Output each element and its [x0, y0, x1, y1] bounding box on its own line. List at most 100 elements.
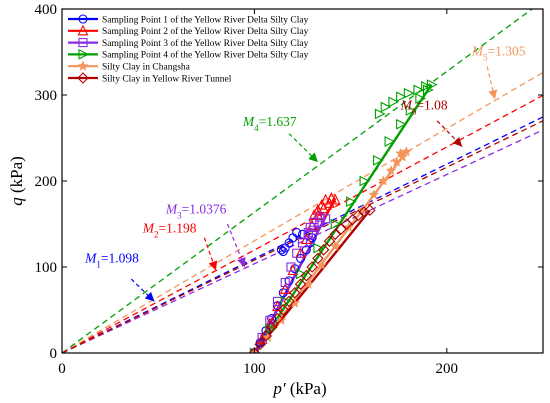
- data-point: [421, 81, 432, 92]
- data-point: [296, 268, 307, 280]
- data-point: [265, 321, 278, 333]
- data-point: [280, 277, 290, 288]
- data-point: [329, 193, 341, 205]
- data-point: [380, 101, 392, 113]
- data-point: [315, 212, 325, 222]
- csl-line: [62, 71, 543, 353]
- annotation-arrow-head: [308, 152, 318, 163]
- data-point: [286, 262, 296, 272]
- csl-line: [62, 94, 543, 353]
- x-axis-label: p′ (kPa): [272, 379, 326, 398]
- data-point: [388, 96, 400, 108]
- annotation-arrow-line: [486, 66, 496, 100]
- data-point: [415, 93, 427, 104]
- slope-annotation-label: M1=1.098: [84, 251, 139, 270]
- data-point: [312, 204, 324, 215]
- legend-marker: [77, 24, 89, 36]
- annotation-arrow-head: [208, 260, 218, 271]
- annotation-arrow-line: [130, 278, 155, 302]
- data-point: [305, 222, 315, 232]
- data-point: [358, 206, 370, 218]
- data-point: [396, 91, 407, 103]
- data-point: [271, 312, 284, 325]
- data-point: [272, 300, 283, 312]
- data-point: [400, 146, 412, 157]
- legend-entry-label: Sampling Point 1 of the Yellow River Del…: [102, 14, 309, 25]
- data-point: [335, 223, 347, 235]
- csl-line: [62, 120, 543, 353]
- slope-annotation-label: M2=1.198: [142, 221, 197, 240]
- slope-annotation-label: M3=1.0376: [165, 202, 227, 221]
- data-point: [329, 228, 341, 241]
- data-point: [413, 84, 425, 96]
- data-point: [297, 238, 308, 248]
- x-tick-label: 0: [58, 361, 66, 377]
- data-point: [368, 189, 380, 200]
- data-point: [377, 175, 389, 186]
- data-point: [283, 295, 295, 308]
- data-point: [403, 87, 415, 99]
- data-point: [316, 198, 328, 210]
- data-point: [306, 261, 318, 273]
- data-points: [248, 79, 438, 353]
- legend-entry-label: Silty Clay in Yellow River Tunnel: [102, 74, 232, 84]
- data-point: [364, 204, 376, 217]
- data-point: [346, 196, 357, 208]
- data-point: [323, 235, 336, 247]
- data-point: [303, 228, 313, 238]
- legend-entry-label: Sampling Point 3 of the Yellow River Del…: [102, 38, 309, 49]
- data-point: [330, 218, 342, 230]
- annotation-arrow-head: [237, 256, 246, 267]
- data-point: [395, 147, 407, 159]
- annotation-arrow-head: [144, 291, 155, 302]
- y-tick-label: 300: [35, 88, 58, 104]
- data-point: [374, 108, 386, 120]
- y-tick-label: 400: [35, 2, 58, 18]
- data-point: [294, 278, 307, 290]
- data-point: [405, 105, 417, 116]
- data-point: [260, 330, 272, 342]
- legend-entry-label: Sampling Point 4 of the Yellow River Del…: [102, 50, 309, 61]
- data-point: [385, 165, 397, 176]
- annotation-arrow-head: [452, 137, 463, 147]
- slope-annotation-label: M4=1.637: [242, 114, 297, 133]
- slope-annotation-label: M6=1.08: [400, 98, 448, 117]
- legend-marker: [77, 60, 89, 71]
- y-axis-label: q (kPa): [7, 156, 26, 206]
- legend-entry-label: Silty Clay in Changsha: [102, 63, 191, 73]
- stress-path-fit-line: [253, 84, 433, 353]
- annotation-arrow-head: [488, 89, 498, 100]
- data-point: [359, 175, 371, 187]
- y-tick-label: 0: [50, 346, 58, 362]
- data-point: [248, 347, 261, 353]
- data-point: [372, 154, 384, 166]
- data-point: [317, 244, 330, 256]
- y-tick-label: 200: [35, 174, 58, 190]
- legend-entry-label: Sampling Point 2 of the Yellow River Del…: [102, 26, 309, 37]
- slope-annotation-label: M5=1.305: [471, 43, 526, 62]
- data-point: [312, 252, 324, 265]
- legend: Sampling Point 1 of the Yellow River Del…: [68, 14, 309, 84]
- data-point: [300, 269, 313, 282]
- axis-ticks: 0 100 200 0 100 200 300 400: [35, 2, 543, 377]
- data-point: [276, 245, 286, 255]
- legend-marker: [78, 38, 88, 48]
- data-point: [384, 136, 396, 147]
- x-tick-label: 100: [243, 361, 266, 377]
- data-point: [315, 217, 325, 227]
- data-point: [352, 209, 365, 222]
- data-point: [289, 297, 301, 308]
- data-point: [292, 248, 302, 258]
- data-point: [313, 242, 325, 254]
- legend-marker: [78, 49, 90, 60]
- data-point: [289, 287, 301, 299]
- data-point: [279, 283, 291, 294]
- y-tick-label: 100: [35, 260, 58, 276]
- data-point: [320, 193, 331, 205]
- data-point: [278, 246, 288, 257]
- data-point: [396, 118, 407, 130]
- data-point: [254, 338, 266, 351]
- data-point: [325, 191, 337, 203]
